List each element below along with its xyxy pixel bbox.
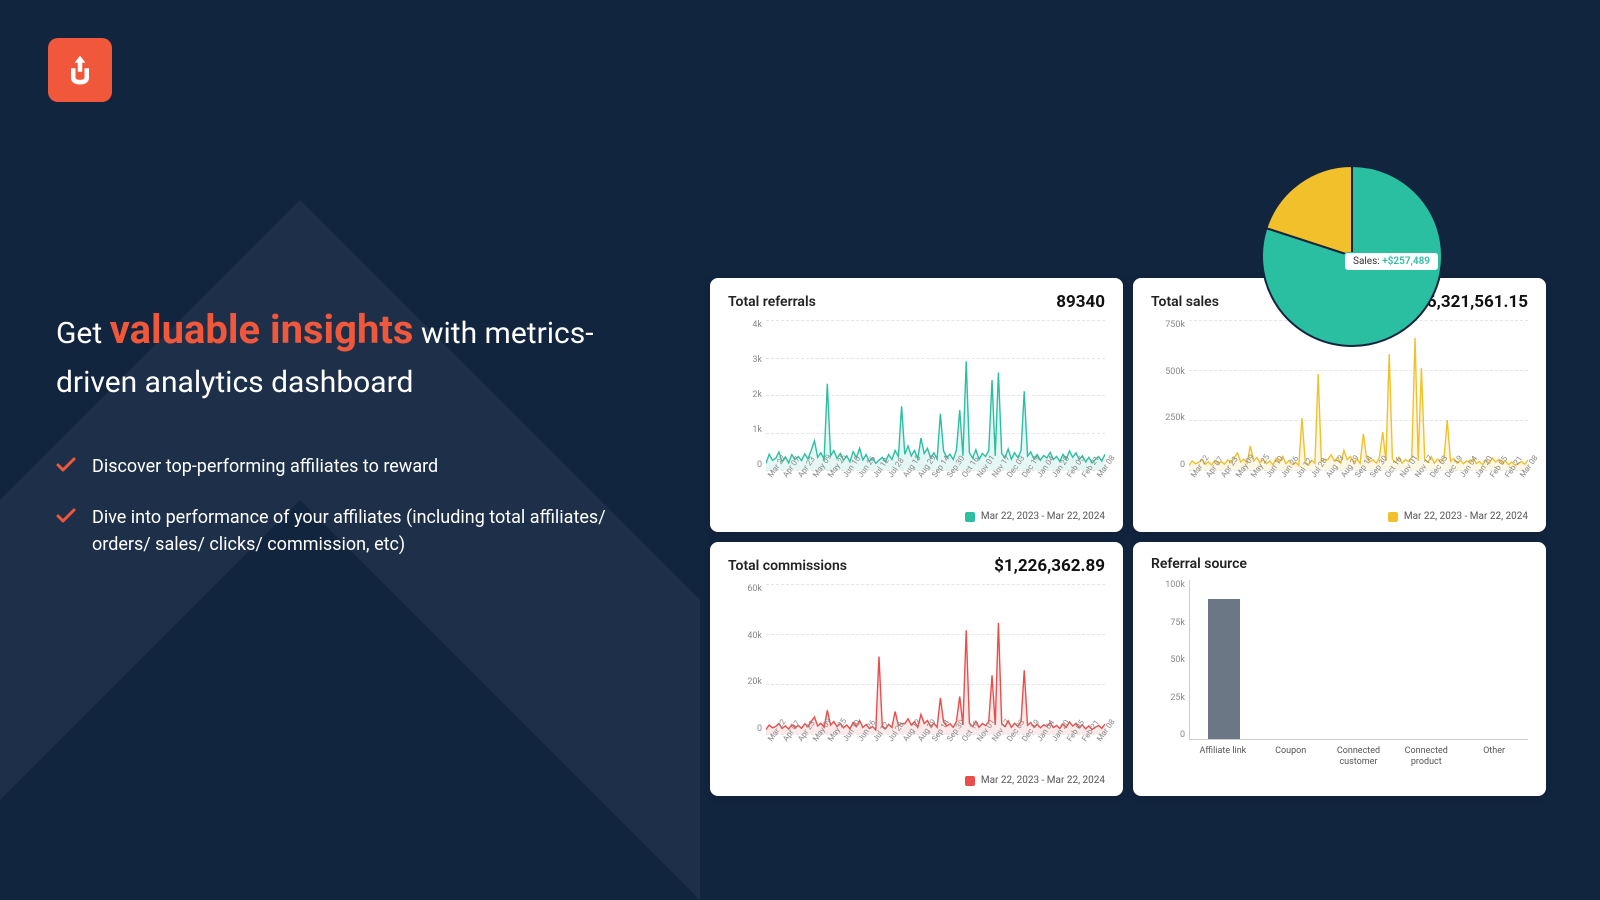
pie-callout-value: +$257,489 [1382, 256, 1430, 267]
card-title: Total sales [1151, 294, 1219, 310]
pie-callout: Sales: +$257,489 [1344, 252, 1439, 271]
heading-highlight: valuable insights [110, 306, 414, 353]
referrals-card: Total referrals893404k3k2k1k0Mar 22Apr 0… [710, 278, 1123, 532]
heading-pre: Get [56, 316, 110, 351]
legend-swatch [1388, 512, 1398, 522]
page-heading: Get valuable insights with metrics-drive… [56, 300, 656, 405]
chart-legend: Mar 22, 2023 - Mar 22, 2024 [1151, 511, 1528, 522]
card-title: Total commissions [728, 558, 847, 574]
commissions-card: Total commissions$1,226,362.8960k40k20k0… [710, 542, 1123, 796]
bullet-text: Dive into performance of your affiliates… [92, 504, 656, 558]
check-icon [56, 455, 76, 475]
legend-swatch [965, 512, 975, 522]
legend-daterange: Mar 22, 2023 - Mar 22, 2024 [1404, 511, 1528, 522]
chart-legend: Mar 22, 2023 - Mar 22, 2024 [728, 775, 1105, 786]
bullet-item: Dive into performance of your affiliates… [56, 504, 656, 558]
chart-legend: Mar 22, 2023 - Mar 22, 2024 [728, 511, 1105, 522]
legend-daterange: Mar 22, 2023 - Mar 22, 2024 [981, 775, 1105, 786]
pie-callout-label: Sales: [1353, 256, 1380, 267]
card-value: $1,226,362.89 [994, 556, 1105, 576]
card-title: Total referrals [728, 294, 816, 310]
hero-copy: Get valuable insights with metrics-drive… [56, 300, 656, 582]
check-icon [56, 506, 76, 526]
card-value: 89340 [1056, 292, 1105, 312]
up-icon [62, 52, 98, 88]
legend-swatch [965, 776, 975, 786]
pie-chart: Sales: +$257,489 [1252, 156, 1452, 356]
brand-logo [48, 38, 112, 102]
card-title: Referral source [1151, 556, 1247, 572]
bullet-text: Discover top-performing affiliates to re… [92, 453, 438, 480]
referral-source-card: Referral source100k75k50k25k0Affiliate l… [1133, 542, 1546, 796]
bar [1208, 599, 1240, 739]
legend-daterange: Mar 22, 2023 - Mar 22, 2024 [981, 511, 1105, 522]
bullet-item: Discover top-performing affiliates to re… [56, 453, 656, 480]
